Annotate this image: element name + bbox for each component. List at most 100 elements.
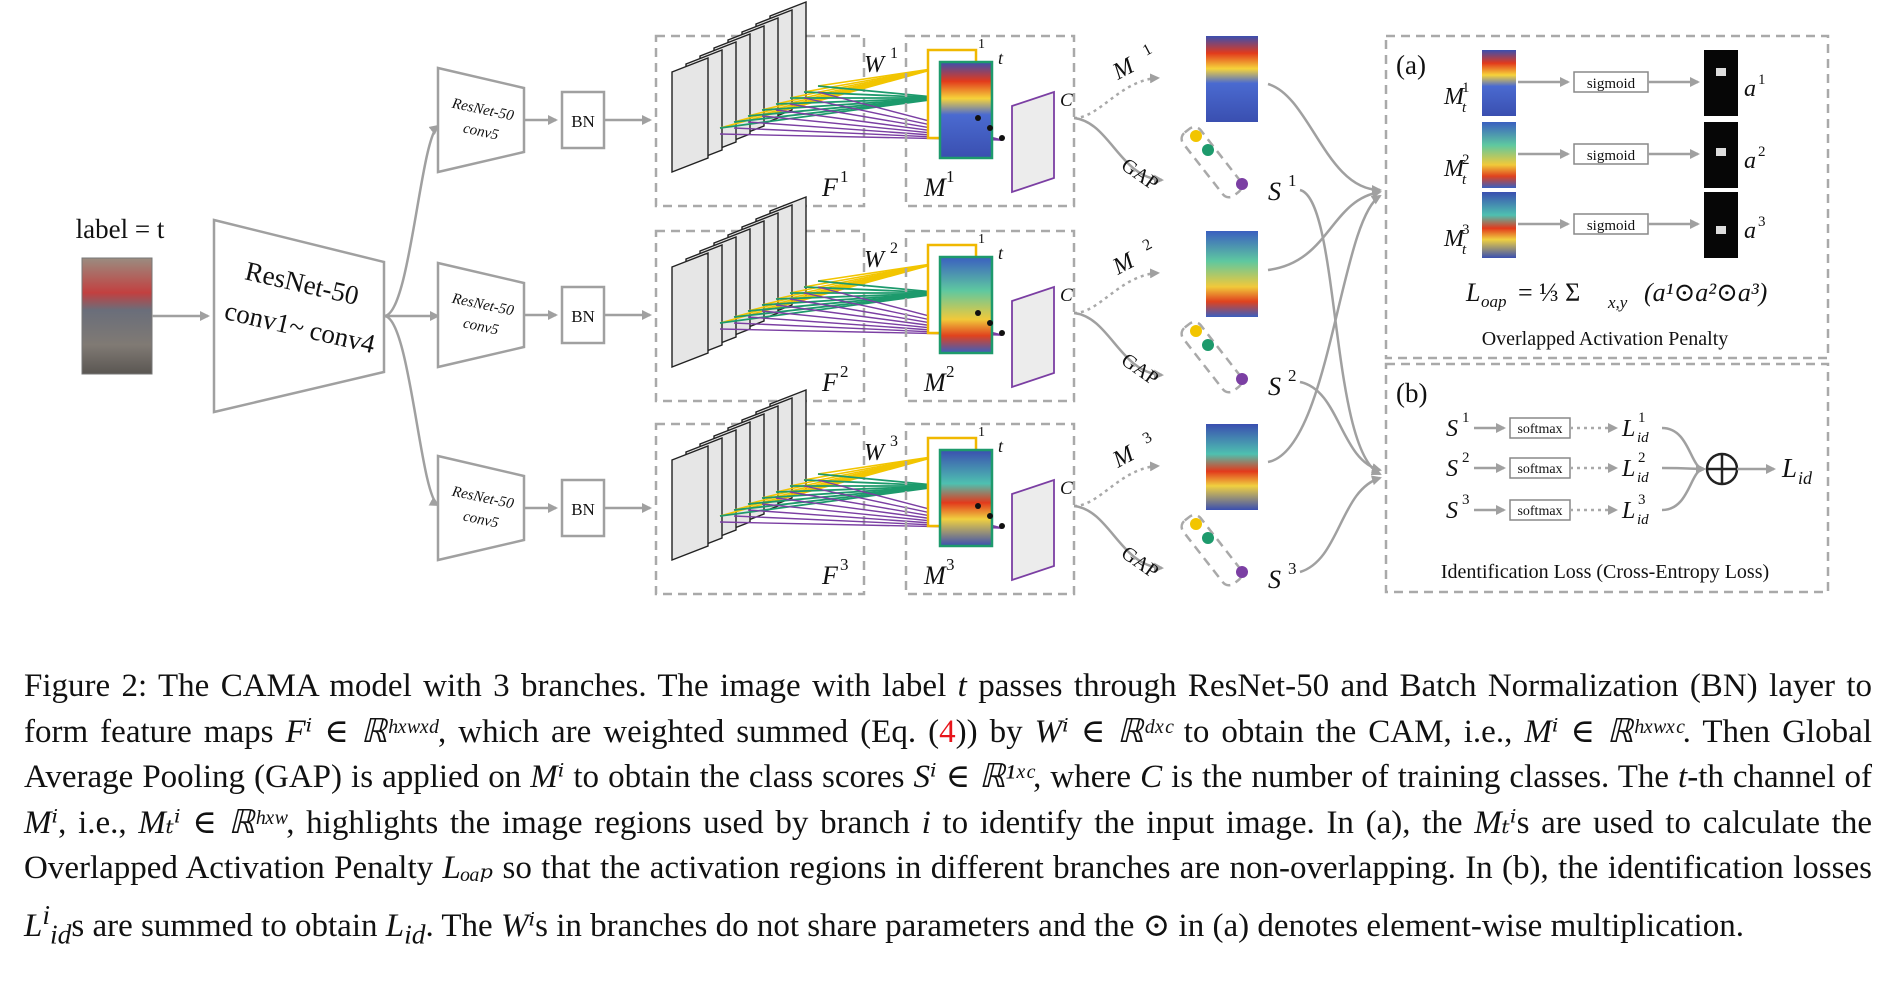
cam-channel-t-heatmap [938,448,994,548]
bn-label: BN [571,307,595,326]
oap-formula: L oap = ⅓ Σ x,y (a¹⊙a²⊙a³) [1465,278,1767,312]
ellipsis-dot [999,523,1005,529]
score-dot [1236,373,1248,385]
m-symbol: M [923,561,947,590]
score-dot [1202,144,1214,156]
l-sub: id [1637,470,1649,486]
mt-symbol: M [1108,247,1141,281]
mt-heatmap-thumbnail [1482,122,1516,188]
panel-a-tag: (a) [1396,50,1426,80]
s-sup: 1 [1462,410,1470,426]
caption-math: t [1678,759,1688,796]
mt-index: 2 [1140,236,1155,255]
bn-box [560,285,606,345]
score-dot [1202,339,1214,351]
s-symbol: S [1268,565,1281,594]
f-symbol: F [821,561,839,590]
equation-ref-link[interactable]: 4 [939,713,956,750]
s-sup: 2 [1462,450,1470,466]
architecture-diagram: label = t ResNet-50 conv1~ conv4 ResNet-… [76,0,1830,596]
caption-math: i [921,804,931,841]
s-symbol: S [1268,372,1281,401]
w-symbol: W [864,440,886,466]
mark-t: t [998,243,1004,263]
caption-text: to obtain the CAM, i.e., [1171,713,1525,750]
l-symbol: L [1621,456,1635,482]
caption-math: Sⁱ ∈ ℝ¹ˣᶜ [913,759,1034,796]
caption-text: , which are weighted summed (Eq. ( [438,713,940,750]
panel-b [1384,362,1830,594]
score-dot [1190,518,1202,530]
l-sup: 2 [1638,450,1646,466]
ellipsis-dot [975,115,981,121]
output-lid: L id [1781,453,1813,488]
caption-text: )) by [955,713,1035,750]
caption-math: Mⁱ ∈ ℝʰˣʷˣᶜ [1524,713,1683,750]
s-symbol: S [1446,498,1458,524]
a-sup: 2 [1758,144,1766,160]
f-index: 3 [840,555,849,574]
caption-math: id [50,918,72,950]
conv5-line2: conv5 [462,509,501,532]
caption-text: s in branches do not share parameters an… [535,907,1744,944]
backbone-resnet50 [212,218,386,414]
f-symbol: F [821,173,839,202]
w-index: 3 [890,433,898,450]
panel-a [1384,34,1830,360]
bn-label: BN [571,500,595,519]
l-sup: 1 [1638,410,1646,426]
svg-text:L: L [1781,453,1797,483]
score-vector [1180,320,1244,394]
class-c: C [1060,90,1073,111]
mt-heatmap-thumbnail [1206,231,1258,317]
w-index: 2 [890,240,898,257]
l-symbol: L [1621,498,1635,524]
svg-text:L: L [1465,278,1480,307]
l-symbol: L [1621,416,1635,442]
activation-blob [1716,68,1726,76]
caption-math: t [957,668,967,704]
a-symbol: a [1744,148,1756,174]
m-sup: 1 [1462,80,1470,96]
caption-text: to identify the input image. In (a), the [930,804,1475,841]
caption-text: . The [425,907,501,944]
softmax-label: softmax [1517,422,1562,437]
m-symbol: M [923,368,947,397]
m-index: 1 [946,167,955,186]
w-symbol: W [864,52,886,78]
caption-text: passes through ResNet-50 and Batch Norma… [24,668,1873,750]
a-symbol: a [1744,218,1756,244]
m-symbol: M [923,173,947,202]
caption-math: Mⁱ [530,759,565,796]
mt-symbol: M [1108,440,1141,474]
feature-slice [671,251,709,369]
conv5-block [436,454,526,562]
svg-text:id: id [1798,468,1813,488]
a-sup: 3 [1758,214,1766,230]
conv5-block [436,261,526,369]
mt-index: 1 [1140,41,1155,60]
cam-panel [904,422,1076,596]
caption-math: Fⁱ ∈ ℝʰˣʷˣᵈ [285,713,439,750]
caption-text: . Then Global Average Pooling (GAP) is a… [24,713,1872,796]
a-symbol: a [1744,76,1756,102]
score-dot [1236,178,1248,190]
s-index: 2 [1288,366,1297,385]
activation-blob [1716,148,1726,156]
conv5-block [436,66,526,174]
mt-heatmap-thumbnail [1482,192,1516,258]
m-symbol: M [1443,156,1466,182]
ellipsis-dot [975,503,981,509]
w-index: 1 [890,45,898,62]
caption-figure-label: Figure 2: [24,668,148,704]
ellipsis-dot [987,320,993,326]
activation-map-a [1704,50,1738,116]
class-c: C [1060,478,1073,499]
m-sub: t [1462,172,1467,188]
